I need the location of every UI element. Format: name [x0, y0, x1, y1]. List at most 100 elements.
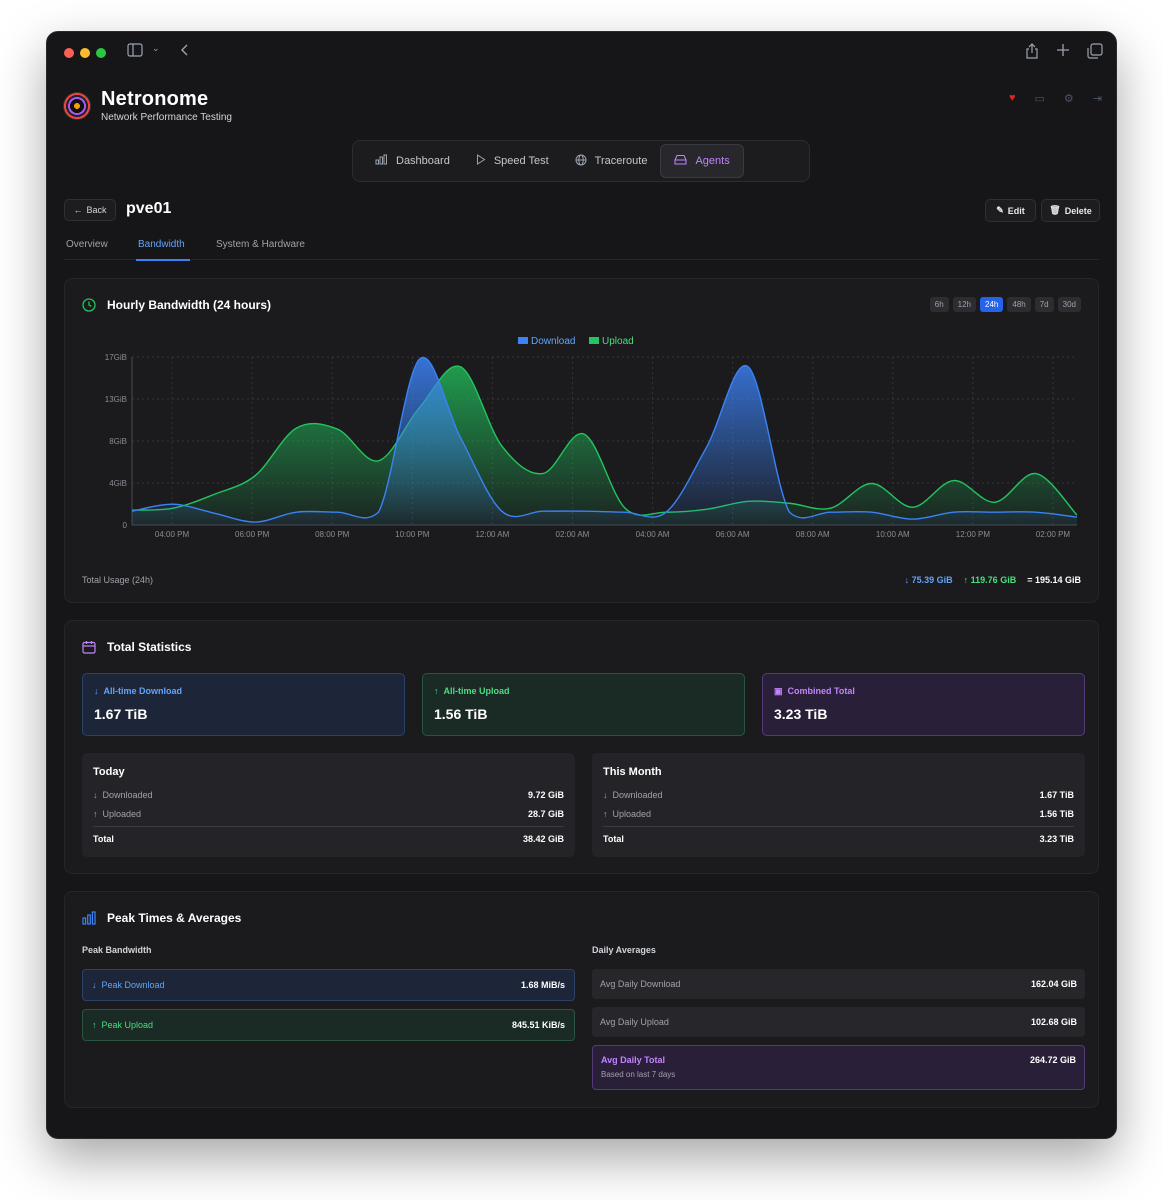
brand[interactable]: Netronome Network Performance Testing	[63, 88, 232, 123]
avg-download-label: Avg Daily Download	[600, 979, 681, 989]
logout-icon[interactable]: ⇥	[1092, 93, 1102, 105]
monitor-icon[interactable]: ▭	[1034, 93, 1045, 105]
today-total-value: 38.42 GiB	[522, 834, 564, 844]
total-upload-value: ↑ 119.76 GiB	[963, 575, 1017, 585]
y-tick-label: 0	[123, 521, 128, 530]
edit-button[interactable]: ✎ Edit	[985, 199, 1036, 222]
y-tick-label: 13GiB	[105, 395, 127, 404]
minimize-window-button[interactable]	[80, 48, 90, 58]
tab-bandwidth[interactable]: Bandwidth	[138, 239, 185, 250]
nav-agents[interactable]: Agents	[660, 144, 744, 178]
tab-overview[interactable]: Overview	[66, 239, 108, 250]
nav-traceroute[interactable]: Traceroute	[562, 144, 661, 178]
tab-system-hardware[interactable]: System & Hardware	[216, 239, 305, 250]
combined-total-box: ▣ Combined Total 3.23 TiB	[762, 673, 1085, 736]
share-icon[interactable]	[1025, 43, 1039, 59]
trash-icon: 🗑︎	[1049, 205, 1061, 215]
today-uploaded-row: ↑ Uploaded 28.7 GiB	[93, 807, 564, 821]
delete-button[interactable]: 🗑︎ Delete	[1041, 199, 1100, 222]
month-uploaded-row: ↑ Uploaded 1.56 TiB	[603, 807, 1074, 821]
all-time-upload-label: ↑ All-time Upload	[434, 686, 510, 696]
range-30d-button[interactable]: 30d	[1057, 297, 1081, 312]
avg-upload-value: 102.68 GiB	[1030, 1017, 1077, 1027]
arrow-up-icon: ↑	[434, 686, 439, 696]
arrow-down-icon: ↓	[603, 790, 608, 800]
arrow-down-icon: ↓	[94, 686, 99, 696]
back-button[interactable]: ← Back	[64, 199, 116, 221]
today-divider	[93, 826, 564, 827]
combined-total-label-text: Combined Total	[787, 686, 855, 696]
bar-chart-icon	[375, 154, 388, 168]
month-uploaded-value: 1.56 TiB	[1039, 809, 1074, 819]
total-statistics-title: Total Statistics	[107, 640, 192, 654]
all-time-upload-label-text: All-time Upload	[443, 686, 510, 696]
peak-averages-title: Peak Times & Averages	[107, 911, 242, 925]
range-48h-button[interactable]: 48h	[1007, 297, 1031, 312]
app-subtitle: Network Performance Testing	[101, 112, 232, 123]
arrow-down-icon: ↓	[93, 790, 98, 800]
server-icon	[674, 154, 687, 168]
total-combined-value: = 195.14 GiB	[1027, 575, 1081, 585]
combined-total-value: 3.23 TiB	[774, 706, 828, 722]
range-6h-button[interactable]: 6h	[929, 297, 949, 312]
x-tick-label: 06:00 AM	[716, 530, 750, 539]
pencil-icon: ✎	[996, 205, 1004, 215]
x-tick-label: 12:00 PM	[956, 530, 991, 539]
month-uploaded-label: Uploaded	[612, 809, 652, 819]
zoom-window-button[interactable]	[96, 48, 106, 58]
avg-download-value: 162.04 GiB	[1030, 979, 1077, 989]
nav-dashboard-label: Dashboard	[396, 155, 450, 167]
x-tick-label: 04:00 PM	[155, 530, 190, 539]
peak-upload-label-text: Peak Upload	[101, 1020, 154, 1030]
avg-total-row: Avg Daily Total Based on last 7 days 264…	[592, 1045, 1085, 1090]
x-tick-label: 06:00 PM	[235, 530, 270, 539]
play-icon	[476, 154, 486, 168]
today-uploaded-label: Uploaded	[102, 809, 142, 819]
back-nav-icon[interactable]	[180, 43, 190, 57]
peak-download-label-text: Peak Download	[101, 980, 165, 990]
today-downloaded-row: ↓ Downloaded 9.72 GiB	[93, 788, 564, 802]
month-stats: This Month ↓ Downloaded 1.67 TiB ↑ Uploade…	[592, 753, 1085, 857]
arrow-up-icon: ↑	[603, 809, 608, 819]
month-total-row: Total 3.23 TiB	[603, 832, 1074, 846]
y-axis-ticks: 0 4GiB 8GiB 13GiB 17GiB	[105, 353, 128, 530]
range-24h-button[interactable]: 24h	[980, 297, 1004, 312]
legend-download-label[interactable]: Download	[531, 336, 575, 347]
new-tab-icon[interactable]	[1056, 43, 1070, 57]
close-window-button[interactable]	[64, 48, 74, 58]
month-downloaded-label: Downloaded	[612, 790, 663, 800]
range-12h-button[interactable]: 12h	[952, 297, 977, 312]
legend-upload-label[interactable]: Upload	[602, 336, 634, 347]
chevron-down-icon[interactable]: ⌄	[152, 43, 160, 53]
avg-upload-label: Avg Daily Upload	[600, 1017, 669, 1027]
heart-icon[interactable]: ♥	[1008, 92, 1016, 104]
app-title: Netronome	[101, 88, 209, 110]
today-uploaded-value: 28.7 GiB	[527, 809, 564, 819]
total-download-value: ↓ 75.39 GiB	[904, 575, 953, 585]
nav-speed-test[interactable]: Speed Test	[463, 144, 562, 178]
tabs-overview-icon[interactable]	[1087, 43, 1103, 59]
y-tick-label: 4GiB	[109, 479, 127, 488]
x-tick-label: 10:00 AM	[876, 530, 910, 539]
peak-download-label: ↓ Peak Download	[92, 980, 165, 990]
x-tick-label: 02:00 PM	[1036, 530, 1071, 539]
x-tick-label: 02:00 AM	[556, 530, 590, 539]
total-statistics-card: Total Statistics ↓ All-time Download 1.6…	[64, 620, 1099, 874]
legend-download-swatch	[518, 337, 528, 344]
range-7d-button[interactable]: 7d	[1034, 297, 1054, 312]
hourly-bandwidth-title: Hourly Bandwidth (24 hours)	[107, 298, 272, 312]
peak-averages-card: Peak Times & Averages Peak Bandwidth ↓ P…	[64, 891, 1099, 1108]
nav-dashboard[interactable]: Dashboard	[362, 144, 463, 178]
avg-total-label: Avg Daily Total	[601, 1055, 666, 1065]
peak-upload-value: 845.51 KiB/s	[511, 1020, 565, 1030]
sidebar-toggle-icon[interactable]	[127, 43, 143, 57]
agent-name: pve01	[126, 200, 172, 217]
bar-chart-icon	[82, 911, 96, 925]
nav-speed-test-label: Speed Test	[493, 155, 549, 167]
range-selector: 6h 12h 24h 48h 7d 30d	[929, 297, 1081, 312]
month-downloaded-value: 1.67 TiB	[1039, 790, 1074, 800]
gear-icon[interactable]: ⚙	[1063, 93, 1074, 105]
active-tab-indicator	[136, 259, 190, 261]
today-total-row: Total 38.42 GiB	[93, 832, 564, 846]
peak-download-row: ↓ Peak Download 1.68 MiB/s	[82, 969, 575, 1001]
